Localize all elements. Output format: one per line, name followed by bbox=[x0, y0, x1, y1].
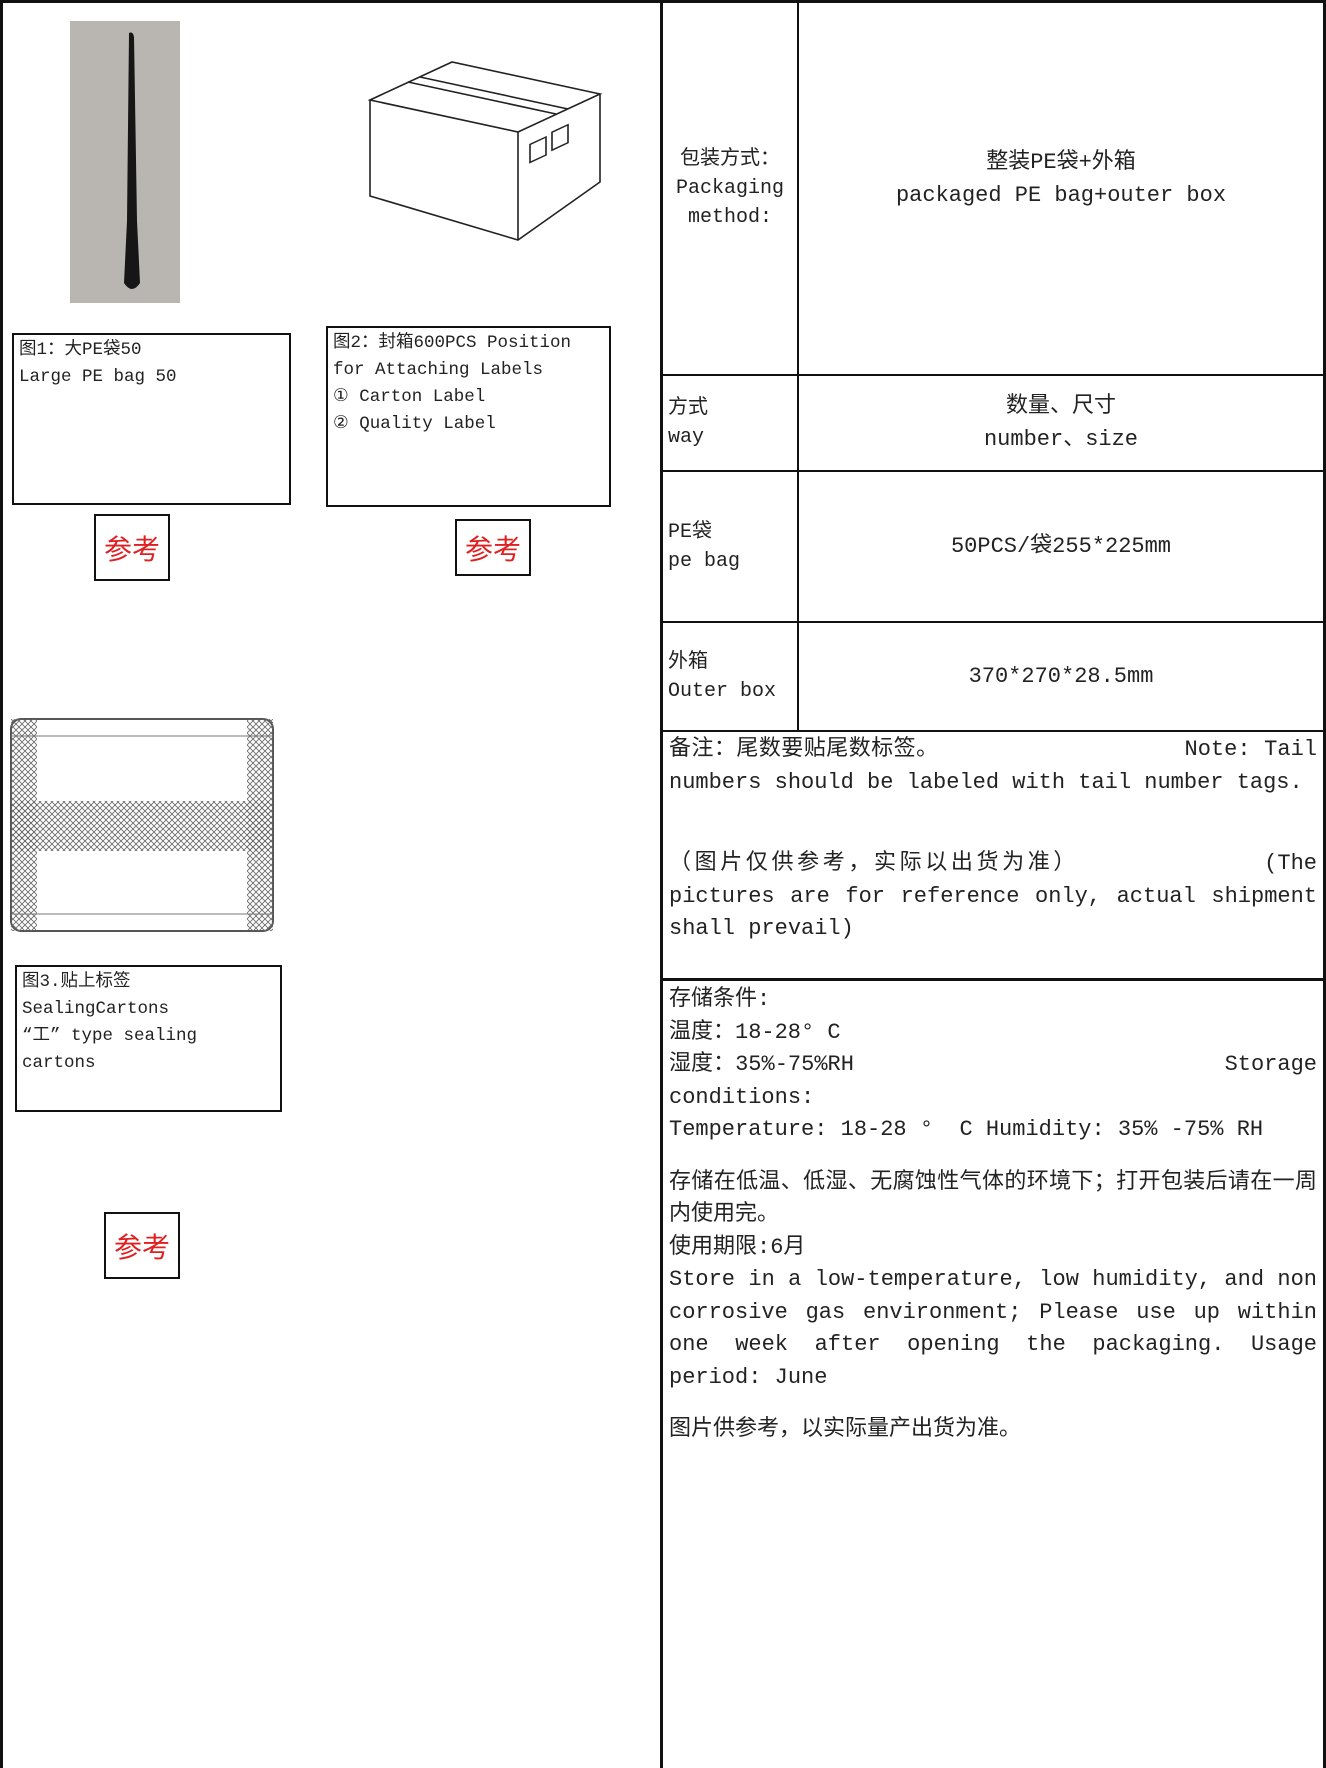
antenna-photo bbox=[70, 21, 180, 303]
label-line: 外箱 bbox=[668, 650, 708, 674]
label-line: 包装方式： bbox=[680, 148, 780, 171]
row-value: 50PCS/袋255*225mm bbox=[797, 470, 1325, 623]
label-line: 方式 bbox=[668, 397, 708, 420]
storage-line: 温度：18-28° C bbox=[669, 1019, 841, 1045]
value-line: number、size bbox=[983, 427, 1139, 452]
note: （图片仅供参考，实际以出货为准） (The pictures are for r… bbox=[669, 851, 1317, 941]
notes-border bbox=[661, 978, 1325, 981]
label-line: Packaging bbox=[675, 177, 785, 200]
label-line: PE袋 bbox=[668, 520, 713, 544]
value-line: packaged PE bag+outer box bbox=[895, 182, 1227, 208]
caption-line: Large PE bag 50 bbox=[19, 367, 177, 387]
value-line: 数量、尺寸 bbox=[1005, 394, 1116, 419]
storage-paragraph: 使用期限:6月 bbox=[669, 1234, 806, 1260]
storage-paragraph: 存储在低温、低湿、无腐蚀性气体的环境下；打开包装后请在一周内使用完。 bbox=[669, 1169, 1317, 1228]
spacer bbox=[663, 1394, 1323, 1414]
label-line: way bbox=[668, 426, 705, 449]
row-label: PE袋 pe bag bbox=[661, 470, 799, 623]
figure-caption: 图3.贴上标签 SealingCartons “工” type sealing car… bbox=[15, 965, 282, 1112]
storage-line: 存储条件: bbox=[669, 987, 771, 1012]
sealing-drawing bbox=[10, 718, 274, 932]
caption-line: SealingCartons bbox=[22, 999, 170, 1019]
value-line: 370*270*28.5mm bbox=[968, 664, 1154, 689]
figure-caption: 图1：大PE袋50 Large PE bag 50 bbox=[12, 333, 291, 505]
row-value: 数量、尺寸 number、size bbox=[797, 374, 1325, 472]
row-label: 包装方式： Packaging method: bbox=[661, 1, 799, 376]
column-divider bbox=[660, 0, 663, 1768]
storage: 存储条件: 温度：18-28° C 湿度：35%-75%RH Storage con… bbox=[663, 984, 1323, 1447]
caption-line: 图1：大PE袋50 bbox=[19, 340, 142, 360]
caption-line: 图3.贴上标签 bbox=[22, 972, 131, 992]
label-line: Outer box bbox=[668, 679, 777, 703]
storage-line: Temperature: 18-28 ° C Humidity: 35% -75… bbox=[669, 1117, 1264, 1142]
figure-caption: 图2：封箱600PCS Position for Attaching Labels… bbox=[326, 326, 611, 507]
reference-stamp: 参考 bbox=[104, 1212, 180, 1279]
reference-stamp: 参考 bbox=[94, 514, 170, 581]
caption-line: ② Quality Label bbox=[333, 414, 496, 434]
storage-footer: 图片供参考，以实际量产出货为准。 bbox=[669, 1417, 1022, 1442]
label-line: pe bag bbox=[668, 549, 741, 573]
storage-paragraph: Store in a low-temperature, low humidity… bbox=[669, 1267, 1317, 1390]
caption-line: “工” type sealing bbox=[22, 1026, 198, 1046]
label-line: method: bbox=[687, 206, 772, 229]
carton-drawing bbox=[368, 61, 603, 241]
value-line: 50PCS/袋255*225mm bbox=[950, 534, 1172, 559]
spacer bbox=[663, 1147, 1323, 1167]
row-value: 整装PE袋+外箱 packaged PE bag+outer box bbox=[797, 1, 1325, 376]
caption-line: 图2：封箱600PCS Position bbox=[333, 333, 572, 353]
value-line: 整装PE袋+外箱 bbox=[986, 149, 1136, 175]
caption-line: ① Carton Label bbox=[333, 387, 486, 407]
right-border bbox=[1323, 0, 1326, 1768]
row-label: 外箱 Outer box bbox=[661, 621, 799, 732]
caption-line: for Attaching Labels bbox=[333, 360, 544, 380]
note: 备注：尾数要贴尾数标签。 Note: Tail numbers should b… bbox=[669, 737, 1317, 795]
row-label: 方式 way bbox=[661, 374, 799, 472]
reference-stamp: 参考 bbox=[455, 519, 531, 576]
left-border bbox=[0, 0, 3, 1768]
caption-line: cartons bbox=[22, 1053, 96, 1073]
storage-line: 湿度：35%-75%RH Storage conditions: bbox=[669, 1052, 1317, 1110]
row-value: 370*270*28.5mm bbox=[797, 621, 1325, 732]
